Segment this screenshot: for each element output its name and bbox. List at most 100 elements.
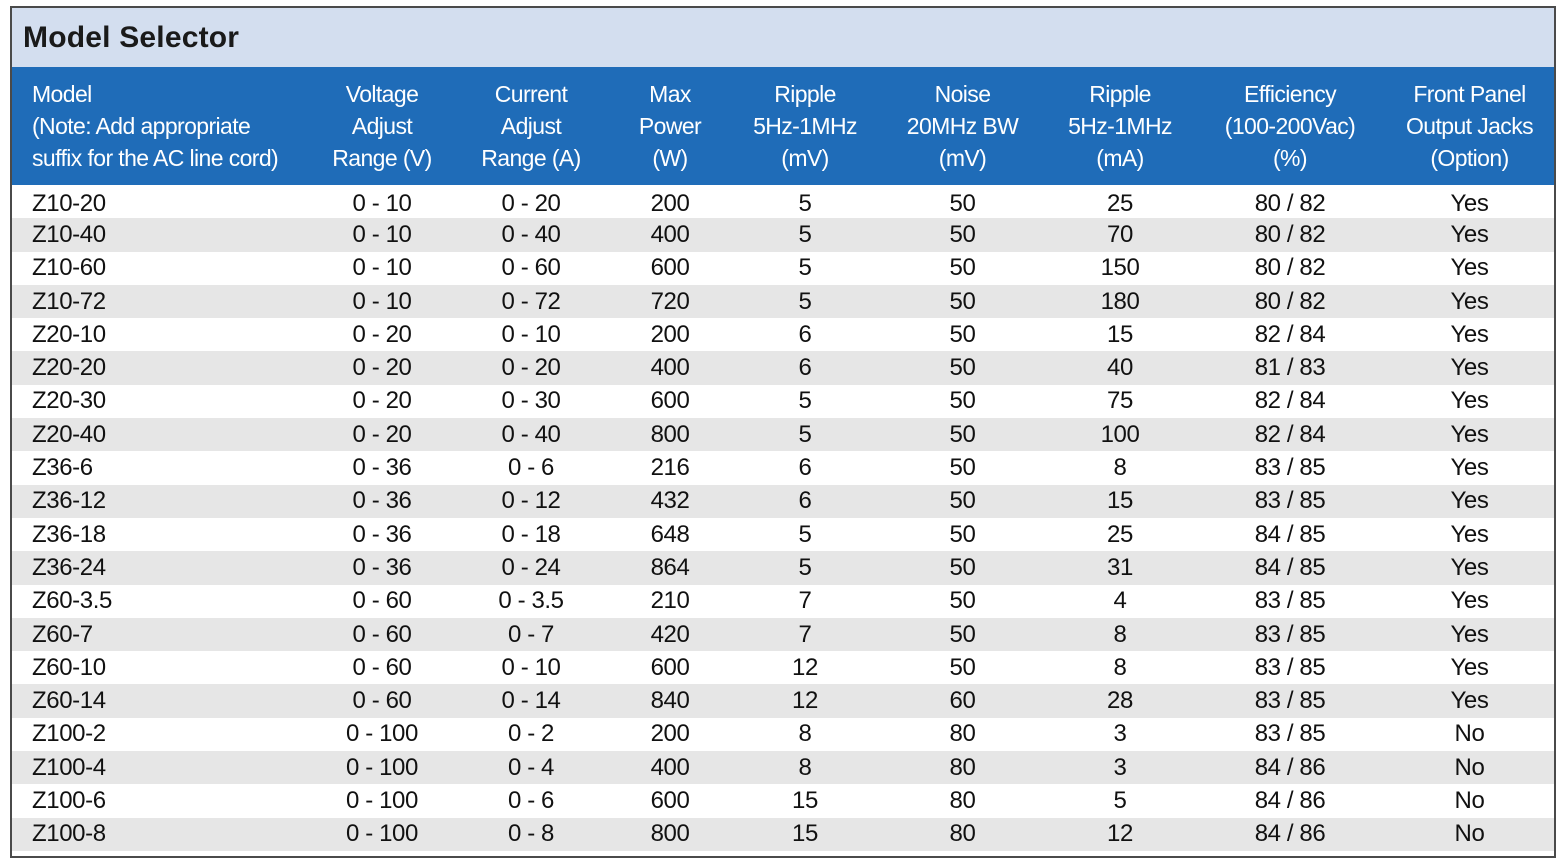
max-power-cell: 400 (610, 751, 730, 785)
noise-cell: 50 (949, 254, 976, 282)
output-jacks-cell: No (1385, 817, 1554, 851)
model-cell: Z20-20 (12, 351, 312, 385)
ripple-ma-cell: 25 (1107, 520, 1133, 548)
output-jacks-cell: Yes (1385, 551, 1554, 585)
model-cell: Z20-30 (32, 387, 106, 415)
column-header-max-power: Max Power (W) (610, 67, 730, 185)
header-line: Power (638, 113, 702, 139)
max-power-cell: 216 (650, 454, 690, 482)
max-power-cell: 210 (650, 587, 690, 615)
model-cell: Z10-60 (32, 254, 106, 282)
output-jacks-cell: Yes (1385, 484, 1554, 518)
table-row: Z100-6 0 - 100 0 - 6 600 15 80 5 84 / 86 No (12, 784, 1554, 817)
noise-cell: 50 (949, 454, 976, 482)
ripple-ma-cell: 180 (1045, 284, 1195, 319)
max-power-cell: 648 (650, 520, 690, 548)
efficiency-cell: 84 / 86 (1254, 786, 1326, 814)
ripple-mv-cell: 7 (798, 587, 812, 615)
table-row: Z36-18 0 - 36 0 - 18 648 5 50 25 84 / 85 Yes (12, 518, 1554, 551)
voltage-range-cell: 0 - 10 (312, 218, 452, 252)
current-range-cell: 0 - 6 (507, 454, 555, 482)
column-header-ripple-mv: Ripple 5Hz-1MHz (mV) (730, 67, 880, 185)
voltage-range-cell: 0 - 60 (352, 653, 412, 681)
efficiency-cell: 80 / 82 (1195, 284, 1385, 319)
ripple-ma-cell: 28 (1045, 684, 1195, 718)
voltage-range-cell: 0 - 60 (312, 617, 452, 652)
noise-cell: 50 (949, 189, 976, 217)
output-jacks-cell: Yes (1450, 653, 1489, 681)
ripple-ma-cell: 40 (1045, 351, 1195, 385)
table-row: Z10-60 0 - 10 0 - 60 600 5 50 150 80 / 82 Yes (12, 252, 1554, 285)
ripple-mv-cell: 6 (798, 454, 812, 482)
voltage-range-cell: 0 - 10 (312, 284, 452, 319)
noise-cell: 80 (949, 786, 976, 814)
header-line: Noise (934, 81, 991, 107)
voltage-range-cell: 0 - 60 (352, 587, 412, 615)
efficiency-cell: 83 / 85 (1195, 684, 1385, 718)
current-range-cell: 0 - 7 (452, 617, 610, 652)
model-cell: Z100-8 (12, 817, 312, 851)
ripple-ma-cell: 31 (1045, 551, 1195, 585)
ripple-mv-cell: 15 (792, 786, 818, 814)
ripple-ma-cell: 25 (1107, 189, 1133, 217)
max-power-cell: 400 (610, 218, 730, 252)
table-row: Z10-40 0 - 10 0 - 40 400 5 50 70 80 / 82 Yes (12, 218, 1554, 252)
ripple-mv-cell: 5 (730, 284, 880, 319)
ripple-mv-cell: 8 (798, 720, 812, 748)
max-power-cell: 840 (610, 684, 730, 718)
header-line: Ripple (1089, 81, 1151, 107)
table-row: Z10-20 0 - 10 0 - 20 200 5 50 25 80 / 82 Yes (12, 185, 1554, 218)
column-header-output-jacks: Front Panel Output Jacks (Option) (1385, 67, 1554, 185)
noise-cell: 80 (880, 817, 1045, 851)
efficiency-cell: 84 / 85 (1254, 520, 1326, 548)
ripple-ma-cell: 150 (1100, 254, 1140, 282)
voltage-range-cell: 0 - 20 (312, 418, 452, 452)
table-row: Z60-7 0 - 60 0 - 7 420 7 50 8 83 / 85 Yes (12, 617, 1554, 652)
ripple-ma-cell: 15 (1045, 484, 1195, 518)
noise-cell: 80 (949, 720, 976, 748)
header-line: Model (32, 81, 92, 107)
ripple-ma-cell: 5 (1113, 786, 1127, 814)
table-row: Z100-8 0 - 100 0 - 8 800 15 80 12 84 / 86 No (12, 817, 1554, 851)
ripple-mv-cell: 5 (730, 551, 880, 585)
current-range-cell: 0 - 3.5 (498, 587, 564, 615)
model-cell: Z36-18 (32, 520, 106, 548)
max-power-cell: 600 (650, 387, 690, 415)
ripple-mv-cell: 15 (730, 817, 880, 851)
table-row: Z20-10 0 - 20 0 - 10 200 6 50 15 82 / 84 Yes (12, 318, 1554, 351)
noise-cell: 50 (880, 484, 1045, 518)
output-jacks-cell: Yes (1385, 218, 1554, 252)
max-power-cell: 400 (610, 351, 730, 385)
voltage-range-cell: 0 - 100 (346, 720, 418, 748)
ripple-ma-cell: 75 (1107, 387, 1133, 415)
model-cell: Z10-20 (32, 189, 106, 217)
efficiency-cell: 83 / 85 (1254, 454, 1326, 482)
ripple-ma-cell: 70 (1045, 218, 1195, 252)
output-jacks-cell: Yes (1450, 587, 1489, 615)
noise-cell: 50 (949, 587, 976, 615)
model-cell: Z10-72 (12, 284, 312, 319)
ripple-ma-cell: 3 (1045, 751, 1195, 785)
model-cell: Z60-7 (12, 617, 312, 652)
noise-cell: 50 (880, 418, 1045, 452)
model-cell: Z20-10 (32, 320, 106, 348)
column-header-noise: Noise 20MHz BW (mV) (880, 67, 1045, 185)
current-range-cell: 0 - 30 (501, 387, 561, 415)
ripple-mv-cell: 7 (730, 617, 880, 652)
voltage-range-cell: 0 - 20 (352, 320, 412, 348)
header-line: suffix for the AC line cord) (32, 145, 279, 171)
ripple-ma-cell: 100 (1045, 418, 1195, 452)
voltage-range-cell: 0 - 36 (352, 520, 412, 548)
ripple-mv-cell: 6 (730, 351, 880, 385)
max-power-cell: 600 (650, 653, 690, 681)
table-row: Z10-72 0 - 10 0 - 72 720 5 50 180 80 / 82 Yes (12, 284, 1554, 319)
column-header-voltage-range: Voltage Adjust Range (V) (312, 67, 452, 185)
current-range-cell: 0 - 40 (452, 218, 610, 252)
table-row: Z20-30 0 - 20 0 - 30 600 5 50 75 82 / 84 Yes (12, 385, 1554, 418)
table-header-row: Model (Note: Add appropriate suffix for th… (12, 67, 1554, 185)
efficiency-cell: 82 / 84 (1195, 418, 1385, 452)
header-line: 5Hz-1MHz (1068, 113, 1172, 139)
header-line: 20MHz BW (906, 113, 1019, 139)
output-jacks-cell: Yes (1385, 418, 1554, 452)
voltage-range-cell: 0 - 100 (346, 786, 418, 814)
